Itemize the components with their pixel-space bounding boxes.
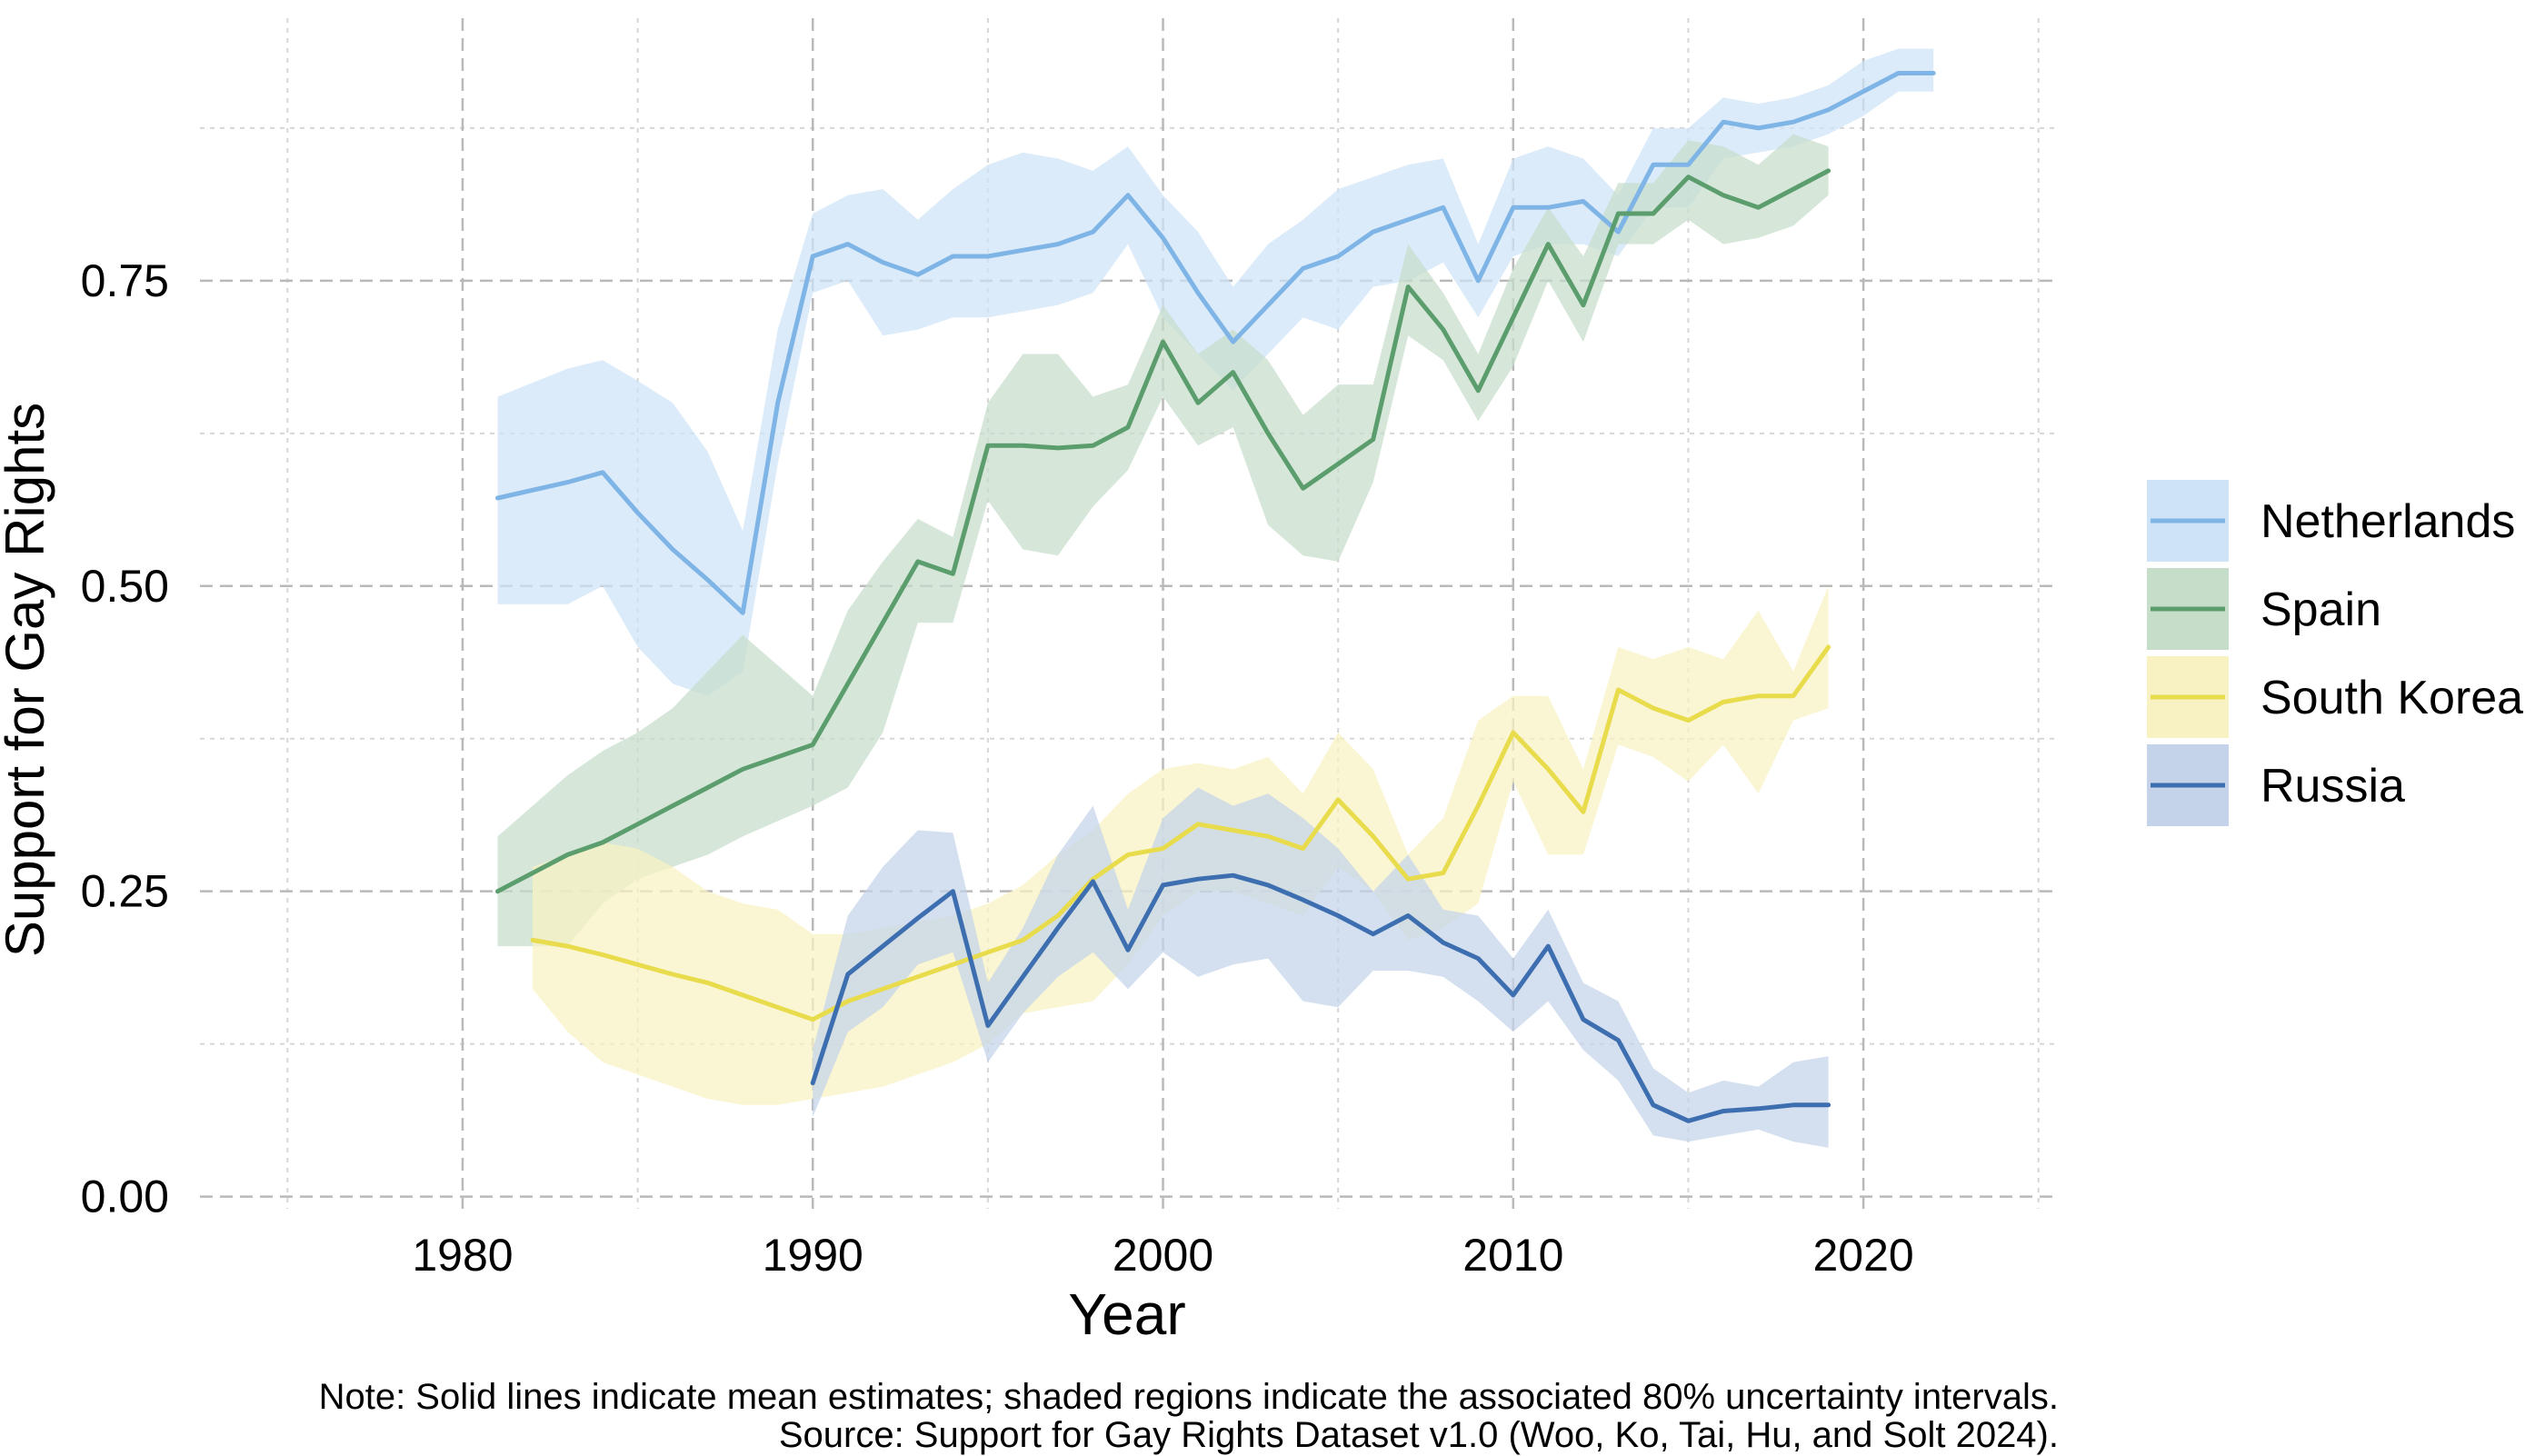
x-axis-title: Year [1068, 1281, 1185, 1347]
caption-source: Source: Support for Gay Rights Dataset v… [778, 1415, 2059, 1455]
tick-labels: 1980 1990 2000 2010 2020 0.00 0.25 0.50 0.75 [81, 255, 1914, 1281]
mean-lines [495, 71, 1936, 1123]
caption-note: Note: Solid lines indicate mean estimate… [318, 1377, 2059, 1417]
ribbon-spain [497, 134, 1829, 947]
ribbon-netherlands [497, 48, 1934, 696]
line-netherlands [495, 71, 1936, 615]
legend-label-south-korea: South Korea [2261, 672, 2523, 724]
legend-label-russia: Russia [2261, 760, 2405, 813]
legend: Netherlands Spain South Korea Russia [2147, 480, 2523, 826]
y-axis-title: Support for Gay Rights [0, 403, 55, 957]
y-tick-label: 0.00 [81, 1172, 169, 1222]
line-south-korea [530, 644, 1831, 1022]
legend-label-netherlands: Netherlands [2261, 495, 2515, 548]
line-spain [495, 168, 1831, 894]
x-tick-label: 1980 [412, 1230, 513, 1281]
y-tick-label: 0.25 [81, 866, 169, 917]
y-tick-label: 0.75 [81, 255, 169, 306]
uncertainty-ribbons [497, 48, 1934, 1148]
x-tick-label: 2020 [1812, 1230, 1913, 1281]
line-russia [810, 873, 1831, 1123]
x-tick-label: 1990 [763, 1230, 863, 1281]
x-tick-label: 2000 [1113, 1230, 1213, 1281]
y-tick-label: 0.50 [81, 561, 169, 612]
x-tick-label: 2010 [1462, 1230, 1563, 1281]
legend-label-spain: Spain [2261, 583, 2381, 636]
ribbon-russia [813, 787, 1829, 1148]
